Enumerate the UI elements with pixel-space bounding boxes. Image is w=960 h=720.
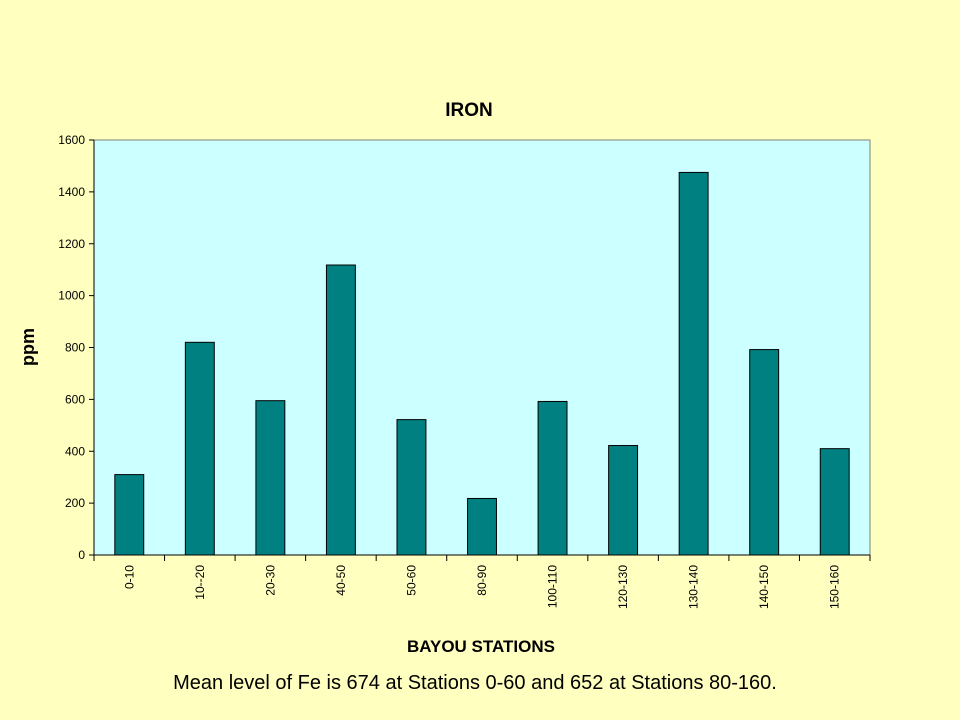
y-axis: 0 200 400 600 800 1000 1200 1400 1600 [58,133,95,562]
bar-120-130 [608,445,639,556]
y-tick-label: 1400 [58,185,85,199]
bar-140-150 [749,349,780,556]
x-tick-label: 100-110 [546,565,560,608]
bar-20-30 [255,400,286,556]
bar-100-110 [537,400,568,556]
y-tick-label: 400 [65,444,85,458]
x-tick-label: 40-50 [334,565,348,596]
x-tick-label: 50-60 [404,565,418,596]
bar-80-90 [467,497,497,556]
y-tick-label: 0 [78,548,85,562]
chart-title: IRON [445,100,493,121]
y-tick-label: 600 [65,392,85,406]
bar-40-50 [325,264,356,556]
caption-text: Mean level of Fe is 674 at Stations 0-60… [173,672,777,694]
y-tick-label: 1600 [58,133,85,147]
x-tick-label: 120-130 [616,565,630,609]
x-axis: 0-10 10--20 20-30 40-50 50-60 80-90 100-110 120… [93,554,871,609]
y-axis-label: ppm [18,328,38,366]
bar-50-60 [396,419,427,556]
bar-0-10 [114,474,145,556]
bars-group [114,171,850,556]
x-tick-label: 10--20 [193,565,207,600]
y-tick-label: 1200 [58,237,85,251]
bar-130-140 [678,171,709,556]
x-tick-label: 0-10 [122,565,136,589]
bar-10--20 [184,341,215,556]
y-tick-label: 1000 [58,289,85,303]
x-tick-label: 150-160 [828,565,842,609]
y-tick-label: 200 [65,496,85,510]
y-tick-label: 800 [65,341,85,355]
plot-area [93,139,871,556]
bar-150-160 [819,448,850,556]
x-tick-label: 80-90 [475,565,489,596]
x-tick-label: 140-150 [757,565,771,609]
x-axis-label: BAYOU STATIONS [407,637,555,656]
x-tick-label: 20-30 [263,565,277,596]
x-tick-label: 130-140 [687,565,701,609]
